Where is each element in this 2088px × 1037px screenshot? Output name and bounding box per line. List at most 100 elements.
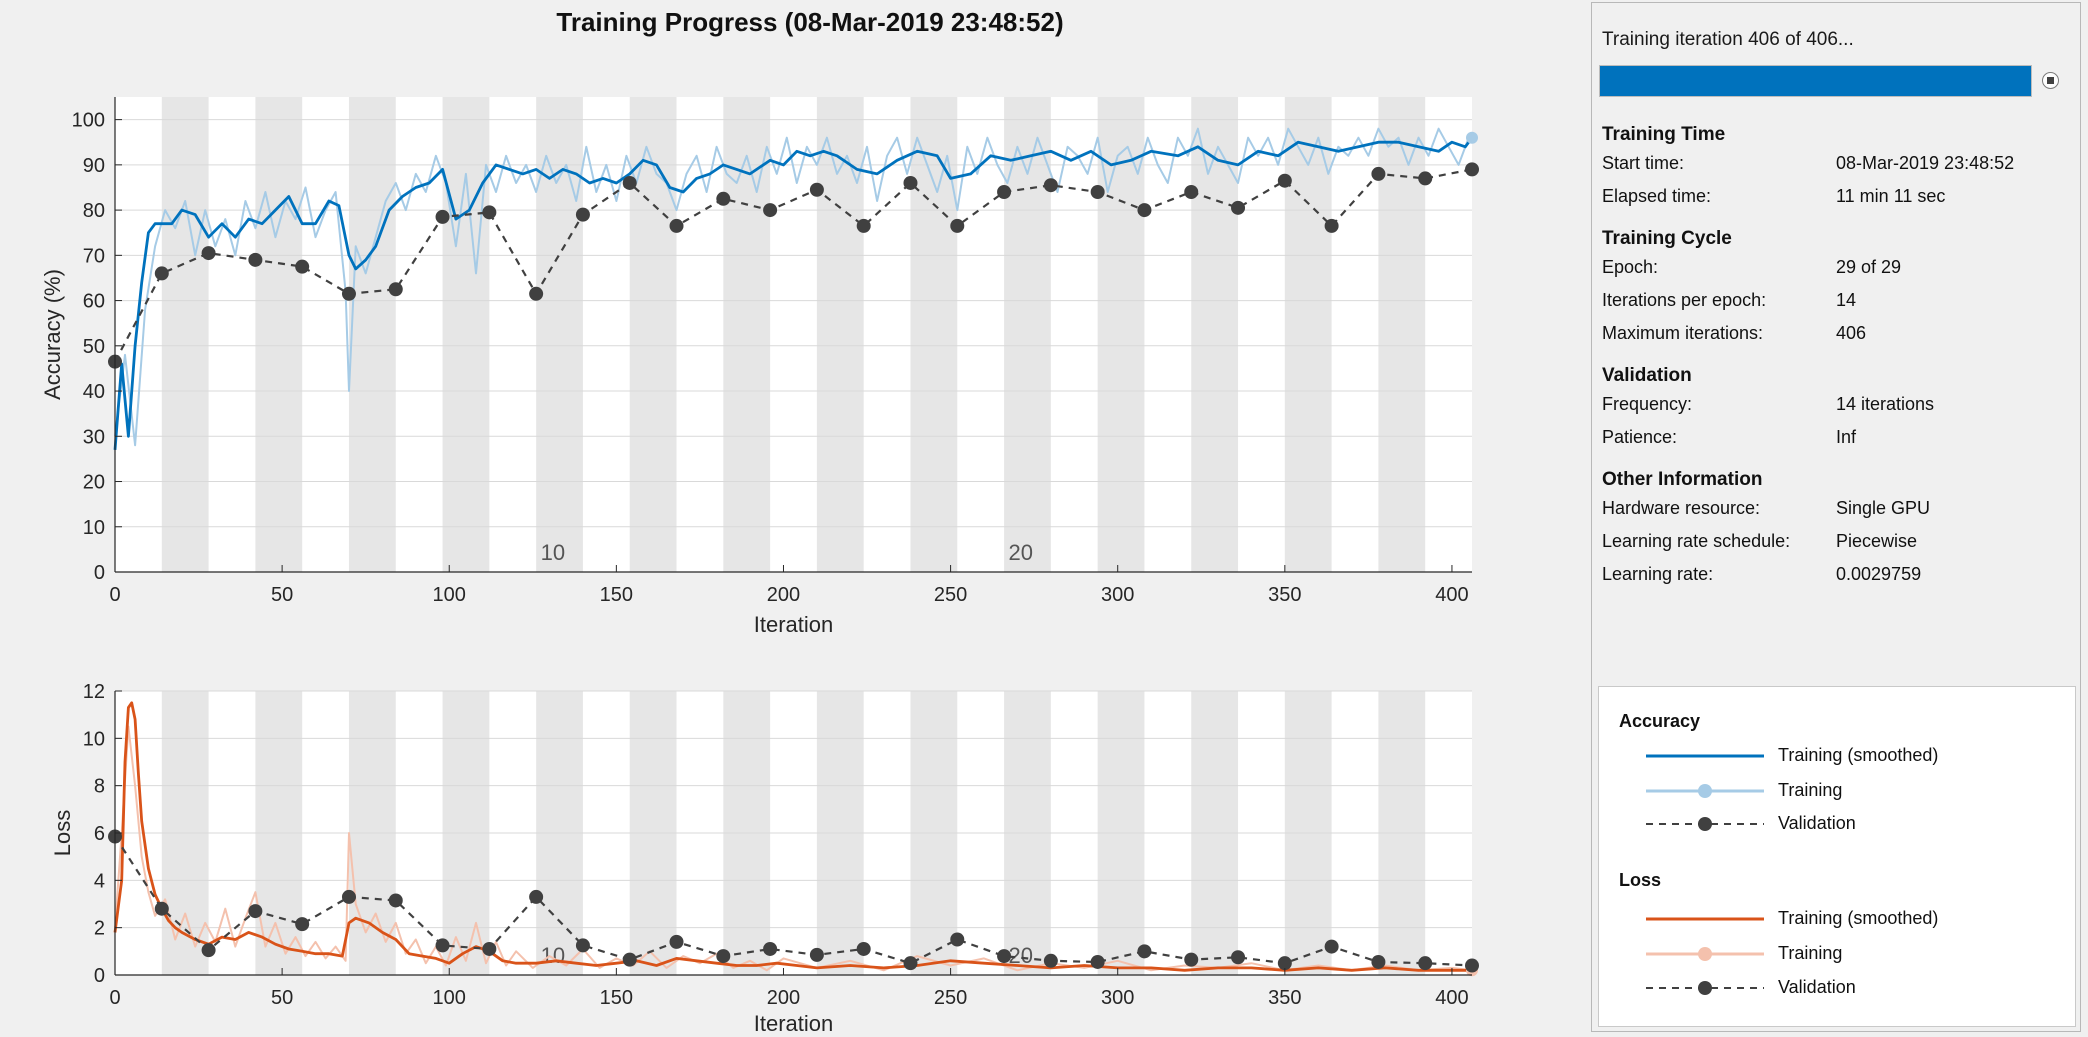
training-time-section: Training Time Start time: 08-Mar-2019 23:… xyxy=(1602,123,2072,213)
legend-accuracy-title: Accuracy xyxy=(1619,711,1701,731)
epoch-band xyxy=(723,97,771,572)
validation-point xyxy=(716,949,731,964)
info-row: Iterations per epoch: 14 xyxy=(1602,284,2072,317)
training-info: Training Time Start time: 08-Mar-2019 23:… xyxy=(1602,123,2072,605)
x-tick-label: 400 xyxy=(1435,584,1468,606)
validation-point xyxy=(295,259,310,274)
validation-point xyxy=(1043,178,1058,193)
validation-point xyxy=(248,904,263,919)
epoch-band xyxy=(161,97,209,572)
info-row: Epoch: 29 of 29 xyxy=(1602,251,2072,284)
x-tick-label: 150 xyxy=(600,584,633,606)
info-label: Elapsed time: xyxy=(1602,186,1712,206)
training-status: Training iteration 406 of 406... xyxy=(1602,29,1854,50)
validation-point xyxy=(1465,162,1479,177)
legend-label: Training xyxy=(1778,943,1843,963)
validation-point xyxy=(248,252,263,267)
validation-point xyxy=(529,889,544,904)
validation-point xyxy=(1465,958,1479,973)
validation-point xyxy=(1231,950,1246,965)
legend: Accuracy Training (smoothed) Training Va… xyxy=(1598,686,2076,1027)
legend-item: Training xyxy=(1646,776,2066,806)
section-title: Training Time xyxy=(1602,124,1726,145)
validation-point xyxy=(622,175,637,190)
info-row: Learning rate schedule: Piecewise xyxy=(1602,525,2072,558)
info-label: Iterations per epoch: xyxy=(1602,290,1767,310)
x-tick-label: 300 xyxy=(1101,987,1134,1009)
epoch-band xyxy=(816,97,864,572)
info-label: Maximum iterations: xyxy=(1602,323,1764,343)
info-value: Inf xyxy=(1836,427,1857,447)
validation-point xyxy=(903,956,918,971)
y-tick-label: 80 xyxy=(83,200,105,222)
epoch-label: 10 xyxy=(541,943,565,968)
y-tick-label: 10 xyxy=(83,517,105,539)
validation-point xyxy=(669,934,684,949)
validation-point xyxy=(716,191,731,206)
validation-point xyxy=(1324,939,1339,954)
y-tick-label: 12 xyxy=(83,681,105,703)
progress-bar-fill xyxy=(1600,66,2031,96)
x-tick-label: 200 xyxy=(767,987,800,1009)
epoch-label: 20 xyxy=(1009,540,1033,565)
validation-point xyxy=(763,203,778,218)
epoch-band xyxy=(442,97,490,572)
stop-icon[interactable] xyxy=(2042,72,2059,89)
validation-point xyxy=(950,218,965,233)
training-raw-line xyxy=(114,127,1472,447)
x-tick-label: 0 xyxy=(109,584,120,606)
info-label: Patience: xyxy=(1602,427,1678,447)
legend-label: Training xyxy=(1778,780,1843,800)
validation-point xyxy=(1137,203,1152,218)
epoch-band xyxy=(348,97,396,572)
validation-line xyxy=(114,835,1473,967)
training-last-point xyxy=(1466,131,1478,144)
y-tick-label: 70 xyxy=(83,245,105,267)
x-tick-label: 200 xyxy=(767,584,800,606)
y-tick-label: 40 xyxy=(83,381,105,403)
y-tick-label: 90 xyxy=(83,155,105,177)
x-axis-label: Iteration xyxy=(754,612,834,637)
training-smoothed-line xyxy=(113,136,1474,451)
charts-canvas: Training Progress (08-Mar-2019 23:48:52)… xyxy=(40,7,1479,1036)
x-tick-label: 50 xyxy=(271,987,293,1009)
validation-point xyxy=(997,185,1012,199)
info-row: Patience: Inf xyxy=(1602,421,2072,454)
validation-point xyxy=(388,893,403,908)
info-row: Hardware resource: Single GPU xyxy=(1602,492,2072,525)
x-tick-label: 250 xyxy=(934,987,967,1009)
info-row: Maximum iterations: 406 xyxy=(1602,317,2072,350)
info-row: Elapsed time: 11 min 11 sec xyxy=(1602,180,2072,213)
validation-point xyxy=(388,282,403,297)
validation-point xyxy=(1184,185,1199,199)
validation-point xyxy=(435,209,450,224)
validation-point xyxy=(341,889,356,904)
y-tick-label: 0 xyxy=(94,562,105,584)
validation-point xyxy=(154,266,169,281)
x-tick-label: 300 xyxy=(1101,584,1134,606)
legend-item: Validation xyxy=(1646,809,2066,839)
legend-swatch-solid xyxy=(1646,754,1764,758)
validation-point xyxy=(1231,200,1246,215)
validation-point xyxy=(435,938,450,953)
legend-item: Training (smoothed) xyxy=(1646,741,2066,771)
legend-swatch-dashed xyxy=(1646,981,1764,995)
info-value: Single GPU xyxy=(1836,498,1931,518)
validation-point xyxy=(529,286,544,301)
epoch-band xyxy=(1284,97,1332,572)
validation-point xyxy=(1137,944,1152,959)
validation-point xyxy=(763,941,778,956)
x-tick-label: 100 xyxy=(433,987,466,1009)
validation-point xyxy=(856,218,871,233)
validation-point xyxy=(809,947,824,962)
x-tick-label: 100 xyxy=(433,584,466,606)
validation-point xyxy=(950,932,965,947)
info-label: Hardware resource: xyxy=(1602,498,1761,518)
y-tick-label: 4 xyxy=(94,870,105,892)
y-axis-label: Loss xyxy=(50,810,75,856)
y-tick-label: 30 xyxy=(83,426,105,448)
y-tick-label: 0 xyxy=(94,965,105,987)
info-label: Epoch: xyxy=(1602,257,1659,277)
x-tick-label: 50 xyxy=(271,584,293,606)
validation-point xyxy=(669,218,684,233)
